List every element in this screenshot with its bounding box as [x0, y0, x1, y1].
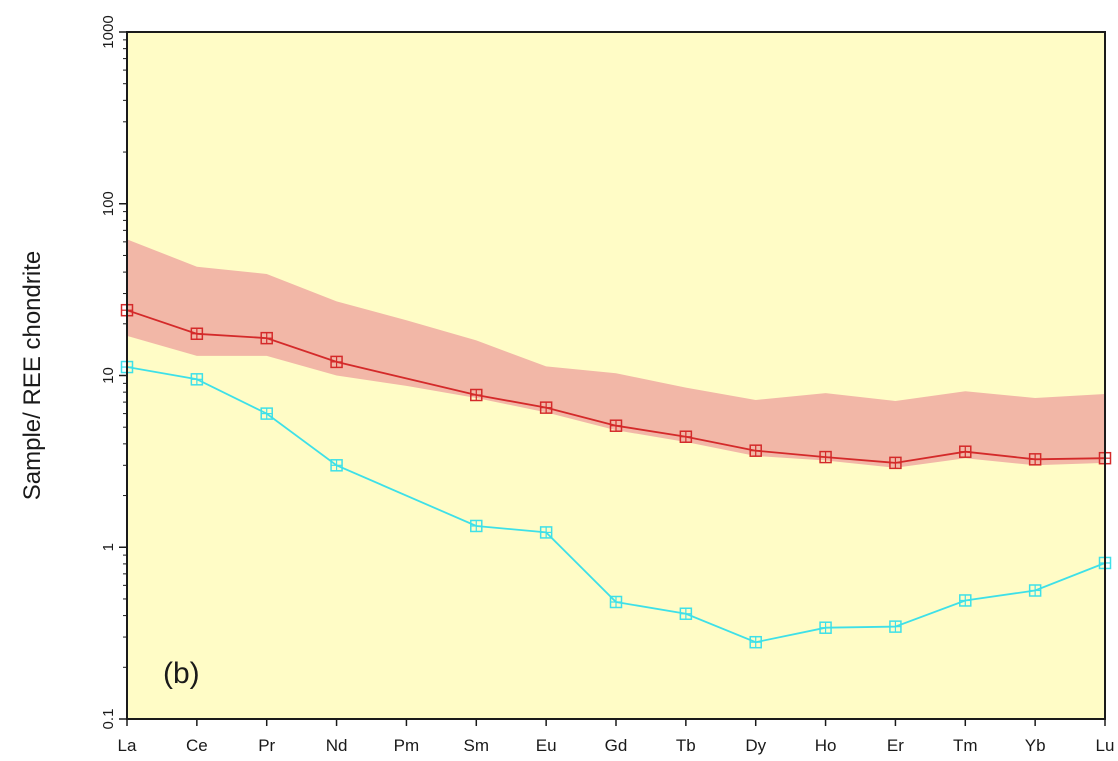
series-layer [120, 303, 1112, 649]
series-1-point-Sm [470, 388, 483, 402]
x-tick-label-Pr: Pr [258, 736, 275, 755]
x-tick-label-Sm: Sm [464, 736, 490, 755]
series-1-line [126, 309, 1106, 464]
series-2-point-Ho [819, 621, 832, 634]
series-1-point-Ho [819, 450, 832, 464]
series-2 [120, 360, 1112, 649]
series-2-point-Sm [470, 519, 483, 533]
series-2-point-Er [889, 620, 902, 633]
x-tick-label-Ho: Ho [815, 736, 837, 755]
range-band-layer [127, 239, 1105, 468]
series-2-point-Nd [330, 459, 343, 472]
series-2-point-Eu [539, 526, 553, 539]
series-1-point-Pr [260, 331, 273, 345]
series-2-point-Tb [679, 607, 693, 621]
axes: La Ce Pr Nd Pm Sm Eu Gd Tb Dy Ho Er Tm Yb Lu 0.1 1 10 100 1… [100, 15, 1114, 755]
x-tick-label-Pm: Pm [394, 736, 420, 755]
y-tick-label-10: 10 [100, 367, 117, 384]
series-1-point-Nd [330, 355, 343, 369]
series-2-point-Tm [959, 594, 972, 607]
y-tick-label-1000: 1000 [100, 15, 117, 48]
x-tick-label-Dy: Dy [745, 736, 766, 755]
x-tick-label-Tb: Tb [676, 736, 696, 755]
x-tick-label-La: La [118, 736, 137, 755]
x-tick-label-Eu: Eu [536, 736, 557, 755]
series-2-point-Gd [609, 595, 623, 609]
y-tick-label-0.1: 0.1 [100, 709, 117, 730]
series-1-point-Ce [190, 327, 204, 341]
x-tick-label-Nd: Nd [326, 736, 348, 755]
x-tick-label-Yb: Yb [1025, 736, 1046, 755]
series-2-line [126, 366, 1106, 644]
series-2-point-Yb [1028, 584, 1042, 597]
series-1-point-Yb [1028, 453, 1042, 466]
x-tick-label-Tm: Tm [953, 736, 978, 755]
series-1-point-Dy [749, 444, 762, 457]
y-axis-title: Sample/ REE chondrite [19, 251, 46, 500]
series-2-point-Dy [749, 635, 762, 649]
x-tick-label-Ce: Ce [186, 736, 208, 755]
series-1-point-Er [889, 456, 902, 470]
series-1-point-Gd [609, 419, 623, 432]
y-tick-label-100: 100 [100, 191, 117, 216]
series-2-point-Ce [190, 373, 204, 386]
x-tick-label-Gd: Gd [605, 736, 628, 755]
panel-label: (b) [163, 657, 200, 690]
series-1-point-Tm [959, 445, 972, 458]
series-2-point-Pr [260, 407, 273, 420]
series-1-point-Tb [679, 430, 693, 443]
range-band [127, 239, 1105, 468]
x-tick-label-Er: Er [887, 736, 904, 755]
y-tick-label-1: 1 [100, 543, 117, 551]
series-1-point-Eu [539, 401, 553, 414]
x-tick-label-Lu: Lu [1096, 736, 1115, 755]
